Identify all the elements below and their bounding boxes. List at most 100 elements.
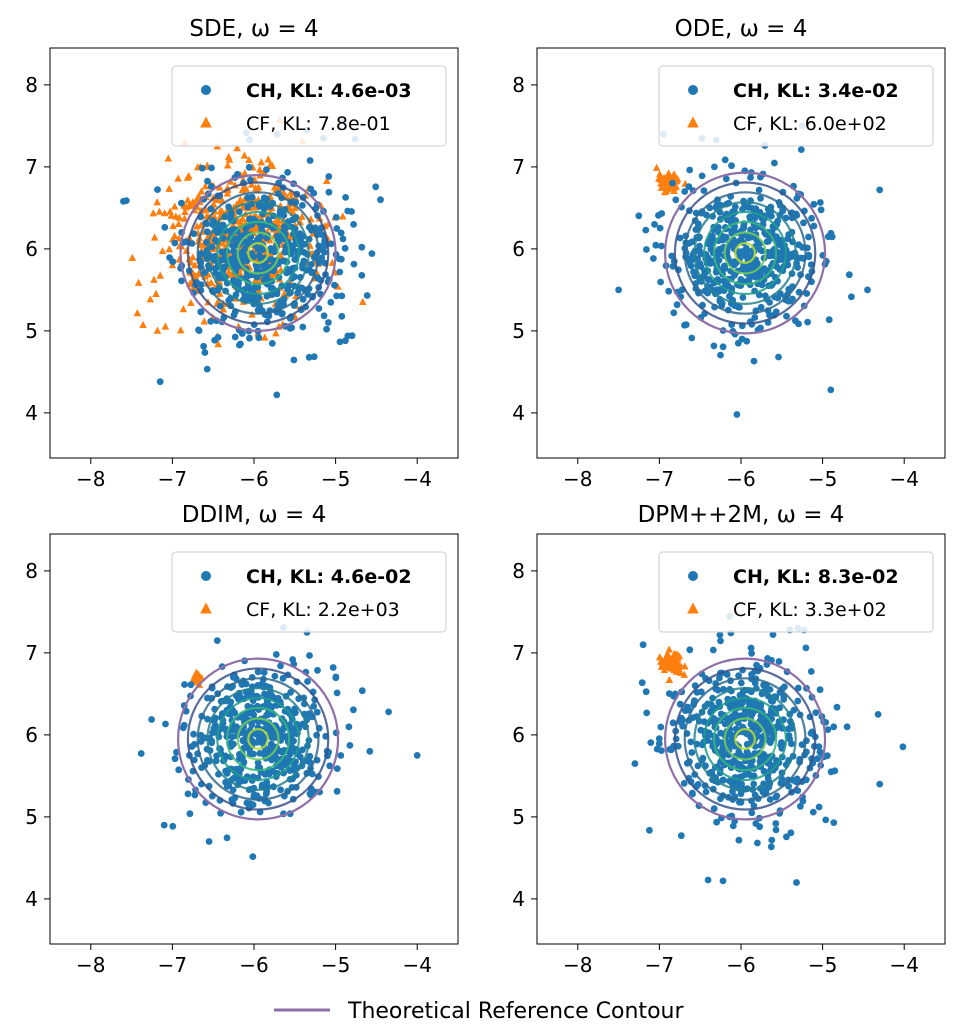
ch-point [208,243,216,251]
ch-point [200,342,208,350]
cf-point [233,144,241,152]
x-tick-label: −8 [76,953,105,977]
ch-point [296,230,304,238]
density-contour [734,728,756,750]
ch-point [207,318,215,325]
ch-point [308,269,316,277]
ch-point [232,226,240,234]
cf-point [207,278,215,286]
cf-point [671,650,679,659]
cf-point [657,183,666,191]
ch-point [758,755,765,763]
ch-point [747,735,755,742]
ch-point [338,292,346,300]
ch-point [348,208,355,215]
ch-point [237,765,245,773]
ch-point [197,250,205,257]
ch-point [296,753,304,761]
ch-point [794,697,802,705]
ch-point [646,826,653,834]
cf-point [181,207,189,215]
ch-point [719,877,727,885]
ch-point [250,791,258,799]
ch-point [699,754,707,762]
ch-point [827,229,835,237]
ch-point [719,343,727,351]
ch-point [171,239,179,247]
cf-point [216,289,224,297]
series-cf [655,645,689,684]
ch-point [281,248,289,256]
ch-point [178,199,185,207]
legend-cf-marker [687,116,699,128]
cf-point [323,176,331,184]
ch-point [652,241,660,249]
y-tick-label: 6 [512,723,525,747]
ch-point [358,272,366,279]
ch-point [237,808,245,816]
legend-label-ch: CH, KL: 4.6e-03 [246,80,412,102]
x-tick-label: −8 [76,467,105,491]
ch-point [795,241,803,249]
x-tick-label: −7 [645,467,674,491]
ch-point [308,261,315,268]
ch-point [647,739,655,746]
density-contour [703,210,787,296]
ch-point [797,802,804,810]
ch-point [207,205,215,213]
ch-point [775,658,783,665]
ch-point [843,723,851,731]
density-contour [225,706,291,772]
cf-point [652,163,661,171]
density-contour [196,191,320,315]
cf-point [256,277,264,285]
ch-point [752,820,760,827]
ch-point [246,271,254,279]
ch-point [713,818,720,826]
density-contour [683,191,807,315]
cf-point [240,151,249,159]
y-tick-label: 8 [25,559,38,583]
ch-point [248,250,256,257]
chart-panel-1: −8 −7 −6 −5 −4 4 5 6 7 8 SDE, ω = 4 CH, KL: 4.6e-03… [25,16,459,491]
ch-point [327,298,335,306]
y-tick-label: 5 [25,319,38,343]
ch-point [190,230,198,238]
density-contour [236,717,280,761]
ch-point [700,187,708,195]
ch-point [201,269,209,276]
density-contour [712,706,778,772]
ch-point [310,353,318,361]
ch-point [816,748,824,756]
ch-point [160,821,168,829]
ch-point [677,832,685,840]
cf-point [272,216,281,224]
chart-title: SDE, ω = 4 [189,16,318,42]
ch-point [672,196,680,204]
ch-point [738,335,746,343]
ch-point [702,788,710,796]
ch-point [643,246,650,253]
x-tick-label: −7 [158,953,187,977]
ch-point [750,802,758,810]
ch-point [274,694,282,702]
ch-point [325,173,333,180]
cf-point [272,329,280,337]
cf-point [158,246,167,255]
ch-point [798,741,806,748]
cf-point [663,650,672,658]
ch-point [805,253,813,261]
y-tick-label: 7 [512,641,525,665]
cf-point [215,183,224,191]
y-tick-label: 8 [25,73,38,97]
ch-point [335,255,343,263]
ch-point [685,240,693,247]
x-tick-label: −5 [808,953,837,977]
ch-point [259,732,266,740]
ch-point [687,738,695,746]
cf-point [197,187,206,195]
ch-point [742,771,749,778]
ch-point [413,752,421,759]
ch-point [739,294,747,301]
ch-point [669,179,676,187]
